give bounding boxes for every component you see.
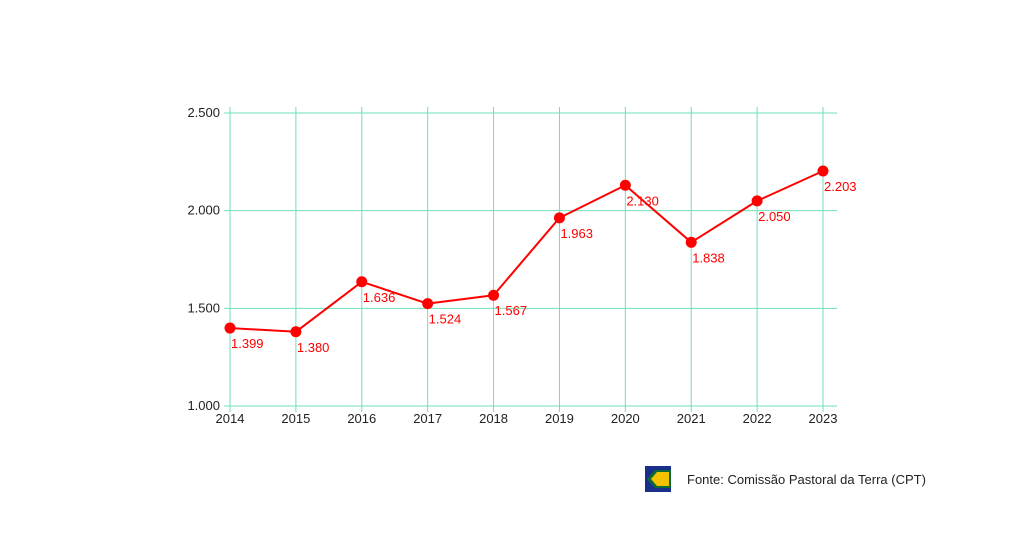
data-label: 2.130	[626, 193, 659, 208]
data-label: 1.636	[363, 290, 396, 305]
data-point	[685, 236, 697, 248]
data-label: 1.524	[429, 312, 462, 327]
data-label: 2.050	[758, 209, 791, 224]
y-tick-label: 2.000	[187, 203, 220, 218]
x-tick-label: 2016	[347, 411, 376, 426]
data-point	[553, 212, 565, 224]
y-tick-label: 1.500	[187, 300, 220, 315]
data-point	[619, 179, 631, 191]
grid	[224, 107, 837, 412]
source-text: Fonte: Comissão Pastoral da Terra (CPT)	[687, 471, 926, 487]
series-line	[229, 170, 824, 333]
x-tick-label: 2015	[281, 411, 310, 426]
data-label: 1.399	[231, 336, 264, 351]
data-label: 1.380	[297, 340, 330, 355]
data-point	[751, 195, 763, 207]
y-tick-label: 1.000	[187, 398, 220, 413]
x-tick-label: 2023	[809, 411, 838, 426]
x-tick-label: 2014	[216, 411, 245, 426]
x-tick-label: 2022	[743, 411, 772, 426]
axis-labels: 2014 2015 2016 2017 2018 2019 2020 2021 2022 2023…	[187, 105, 837, 426]
data-point	[817, 165, 829, 177]
x-tick-label: 2020	[611, 411, 640, 426]
source-note: Fonte: Comissão Pastoral da Terra (CPT)	[645, 466, 926, 492]
x-tick-label: 2017	[413, 411, 442, 426]
data-point	[290, 326, 302, 338]
x-tick-label: 2018	[479, 411, 508, 426]
series	[224, 165, 829, 338]
data-label: 1.567	[495, 303, 528, 318]
data-point	[356, 276, 368, 288]
data-label: 1.963	[560, 226, 593, 241]
brazil-logo-icon	[645, 466, 671, 492]
data-point	[224, 322, 236, 334]
x-tick-label: 2019	[545, 411, 574, 426]
x-tick-label: 2021	[677, 411, 706, 426]
y-tick-label: 2.500	[187, 105, 220, 120]
data-point	[422, 298, 434, 310]
data-label: 2.203	[824, 179, 857, 194]
data-labels: 1.399 1.380 1.636 1.524 1.567 1.963 2.130 1.838…	[231, 179, 857, 355]
data-label: 1.838	[692, 250, 725, 265]
data-point	[488, 289, 500, 301]
